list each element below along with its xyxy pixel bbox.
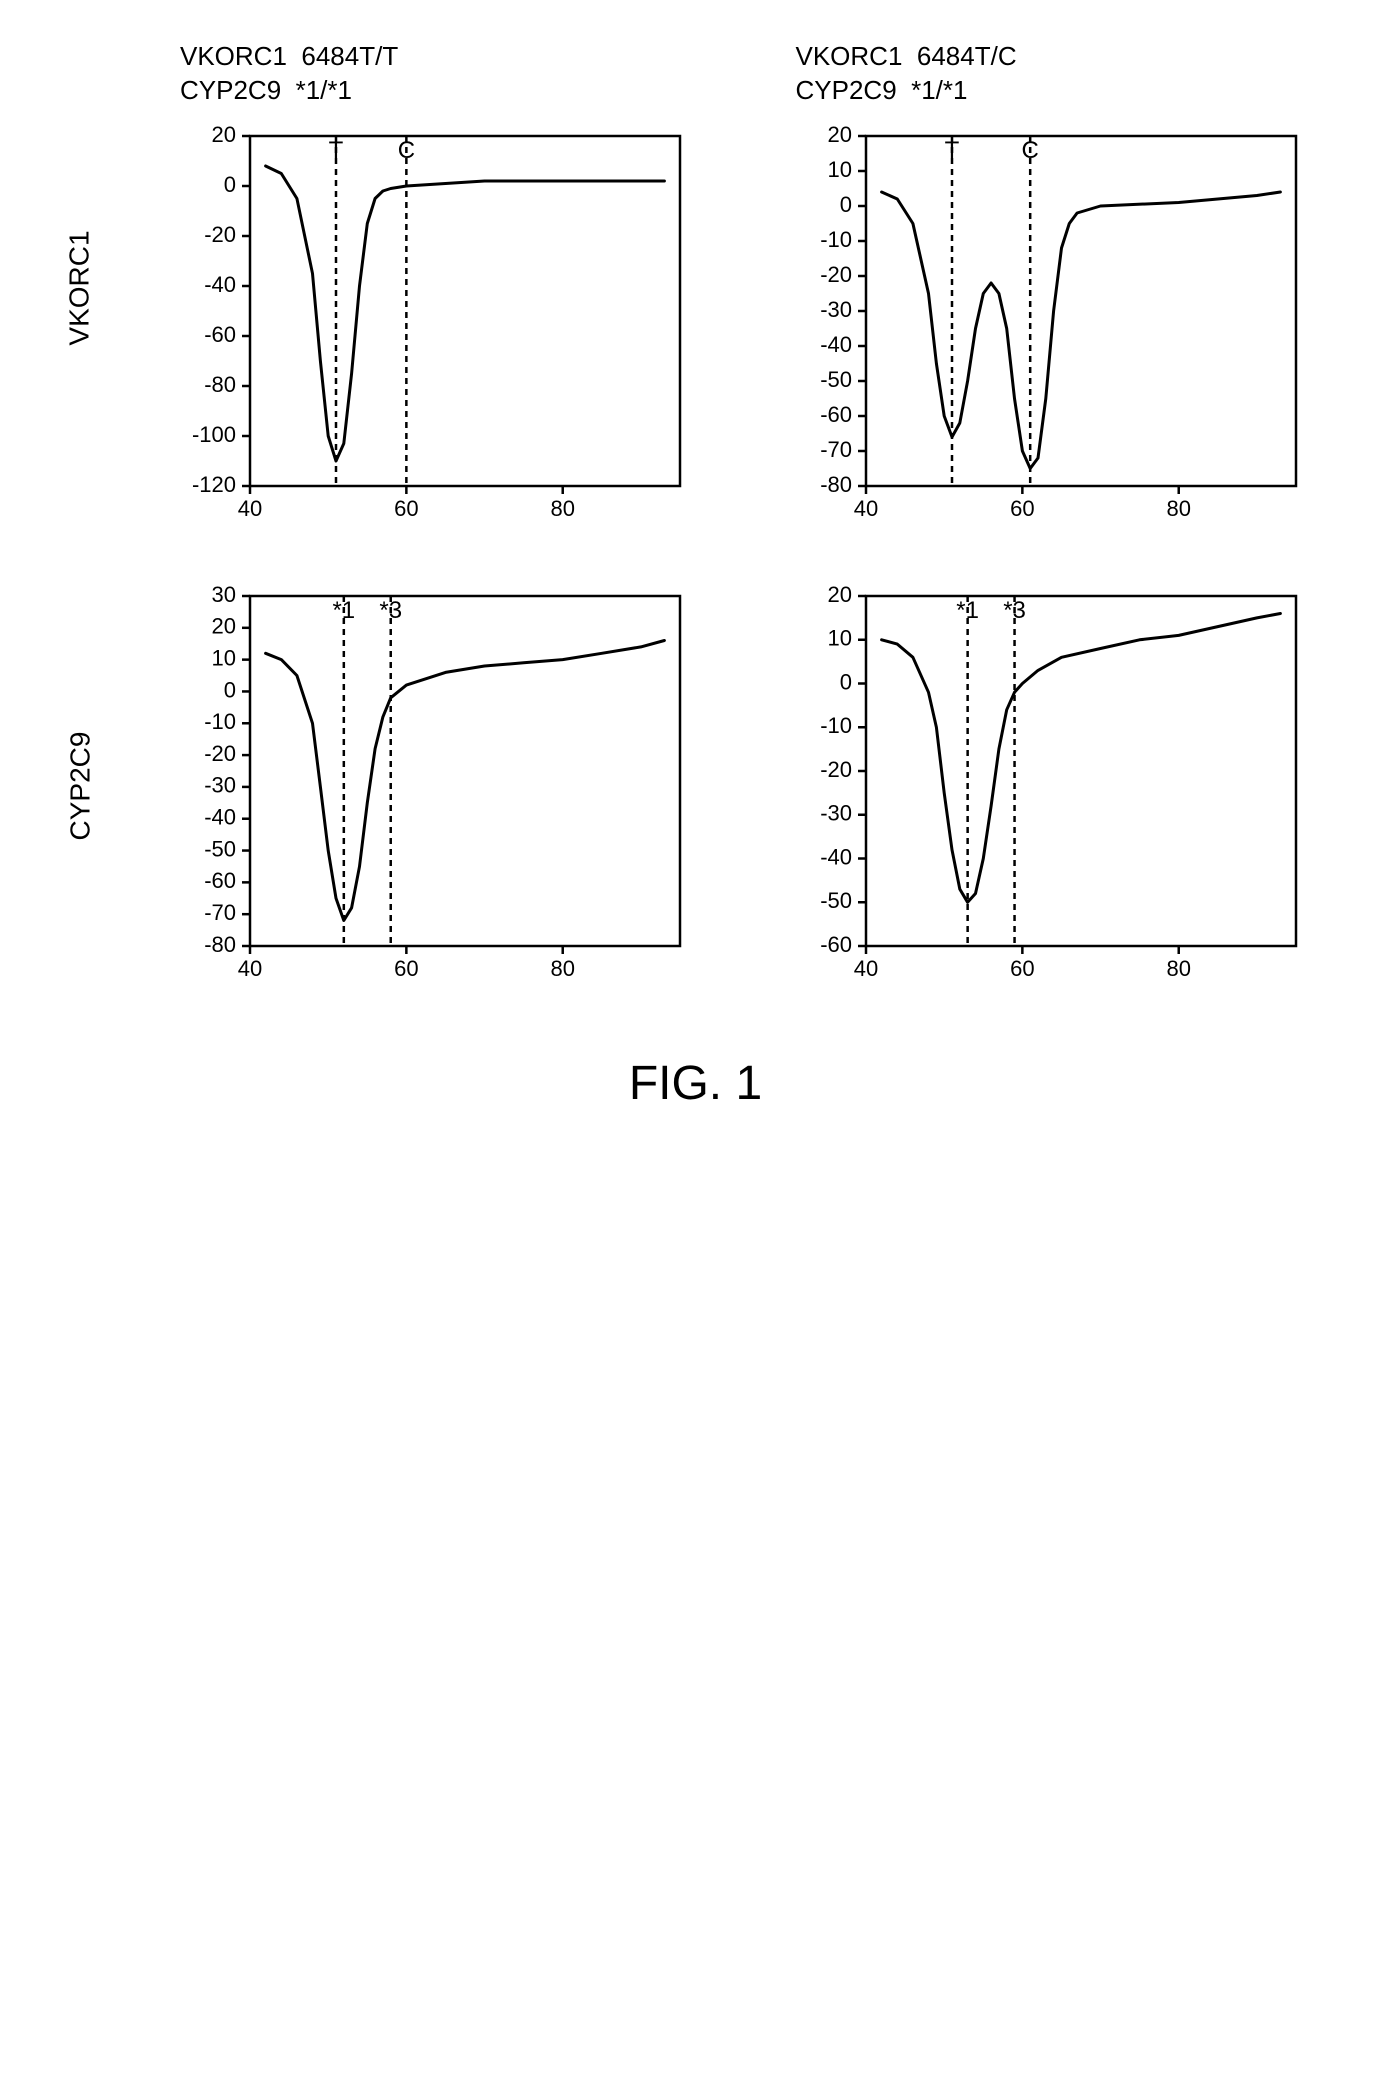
svg-text:20: 20	[212, 613, 236, 638]
svg-text:0: 0	[839, 669, 851, 694]
row-label-text: VKORC1	[64, 230, 96, 345]
svg-text:-30: -30	[820, 296, 852, 321]
svg-text:30: 30	[212, 581, 236, 606]
svg-text:10: 10	[827, 625, 851, 650]
svg-text:80: 80	[550, 496, 574, 521]
svg-text:40: 40	[238, 496, 262, 521]
svg-text:-50: -50	[204, 836, 236, 861]
svg-text:80: 80	[550, 956, 574, 981]
panel-top-left-wrap: VKORC1 6484T/T CYP2C9 *1/*1 20 0 -20 -40 -60…	[180, 40, 736, 536]
svg-text:T: T	[944, 137, 959, 164]
svg-text:-80: -80	[820, 471, 852, 496]
svg-text:-40: -40	[204, 804, 236, 829]
panel-bottom-right: 20 10 0 -10 -20 -30 -40 -50 -6040 60 80 *1 *3	[796, 576, 1352, 996]
svg-text:-70: -70	[204, 900, 236, 925]
panel-bottom-left: 30 20 10 0 -10 -20 -30 -40 -50 -60 -70 -8040 60 80 *1 *…	[180, 576, 736, 996]
svg-text:-80: -80	[204, 931, 236, 956]
svg-text:0: 0	[224, 171, 236, 196]
svg-text:-40: -40	[204, 271, 236, 296]
svg-text:-20: -20	[204, 221, 236, 246]
svg-text:-20: -20	[820, 756, 852, 781]
svg-text:-50: -50	[820, 366, 852, 391]
svg-text:20: 20	[827, 581, 851, 606]
svg-text:60: 60	[394, 496, 418, 521]
svg-text:*1: *1	[332, 597, 355, 624]
svg-text:40: 40	[238, 956, 262, 981]
svg-text:-120: -120	[192, 471, 236, 496]
column-title-right: VKORC1 6484T/C CYP2C9 *1/*1	[796, 40, 1352, 108]
panel-top-left: 20 0 -20 -40 -60 -80 -100 -12040 60 80 T C	[180, 116, 736, 536]
svg-text:-40: -40	[820, 844, 852, 869]
row-label-vkorc1: VKORC1	[40, 40, 120, 536]
svg-text:-60: -60	[820, 931, 852, 956]
panel-bottom-right-wrap: 20 10 0 -10 -20 -30 -40 -50 -6040 60 80 *1 *3	[796, 576, 1352, 996]
panel-top-right-wrap: VKORC1 6484T/C CYP2C9 *1/*1 20 10 0 -10 -20 -…	[796, 40, 1352, 536]
svg-text:*1: *1	[956, 597, 979, 624]
svg-text:-80: -80	[204, 371, 236, 396]
svg-text:60: 60	[1010, 956, 1034, 981]
panel-bottom-left-wrap: 30 20 10 0 -10 -20 -30 -40 -50 -60 -70 -8040 60 80 *1 *…	[180, 576, 736, 996]
svg-text:C: C	[1021, 137, 1038, 164]
svg-text:*3: *3	[1003, 597, 1026, 624]
svg-text:-10: -10	[820, 713, 852, 738]
svg-text:-30: -30	[204, 772, 236, 797]
svg-text:20: 20	[827, 121, 851, 146]
row-label-text: CYP2C9	[64, 731, 96, 840]
svg-text:T: T	[329, 137, 344, 164]
svg-text:-20: -20	[204, 740, 236, 765]
svg-text:C: C	[398, 137, 415, 164]
svg-text:-50: -50	[820, 888, 852, 913]
svg-text:-70: -70	[820, 436, 852, 461]
svg-text:-60: -60	[204, 321, 236, 346]
figure-caption: FIG. 1	[40, 1056, 1351, 1111]
svg-text:0: 0	[839, 191, 851, 216]
svg-text:-10: -10	[204, 709, 236, 734]
svg-text:80: 80	[1166, 956, 1190, 981]
row-label-cyp2c9: CYP2C9	[40, 576, 120, 996]
svg-text:-30: -30	[820, 800, 852, 825]
svg-text:40: 40	[853, 496, 877, 521]
svg-text:-10: -10	[820, 226, 852, 251]
svg-text:40: 40	[853, 956, 877, 981]
figure-grid: VKORC1 VKORC1 6484T/T CYP2C9 *1/*1 20 0 -2…	[40, 40, 1351, 996]
svg-text:10: 10	[212, 645, 236, 670]
svg-text:*3: *3	[379, 597, 402, 624]
svg-text:80: 80	[1166, 496, 1190, 521]
svg-text:-100: -100	[192, 421, 236, 446]
svg-text:60: 60	[1010, 496, 1034, 521]
svg-text:20: 20	[212, 121, 236, 146]
panel-top-right: 20 10 0 -10 -20 -30 -40 -50 -60 -70 -8040 60 80 T C	[796, 116, 1352, 536]
svg-text:10: 10	[827, 156, 851, 181]
svg-text:-20: -20	[820, 261, 852, 286]
svg-text:0: 0	[224, 677, 236, 702]
svg-text:-60: -60	[204, 868, 236, 893]
svg-text:-60: -60	[820, 401, 852, 426]
column-title-left: VKORC1 6484T/T CYP2C9 *1/*1	[180, 40, 736, 108]
svg-text:60: 60	[394, 956, 418, 981]
svg-text:-40: -40	[820, 331, 852, 356]
